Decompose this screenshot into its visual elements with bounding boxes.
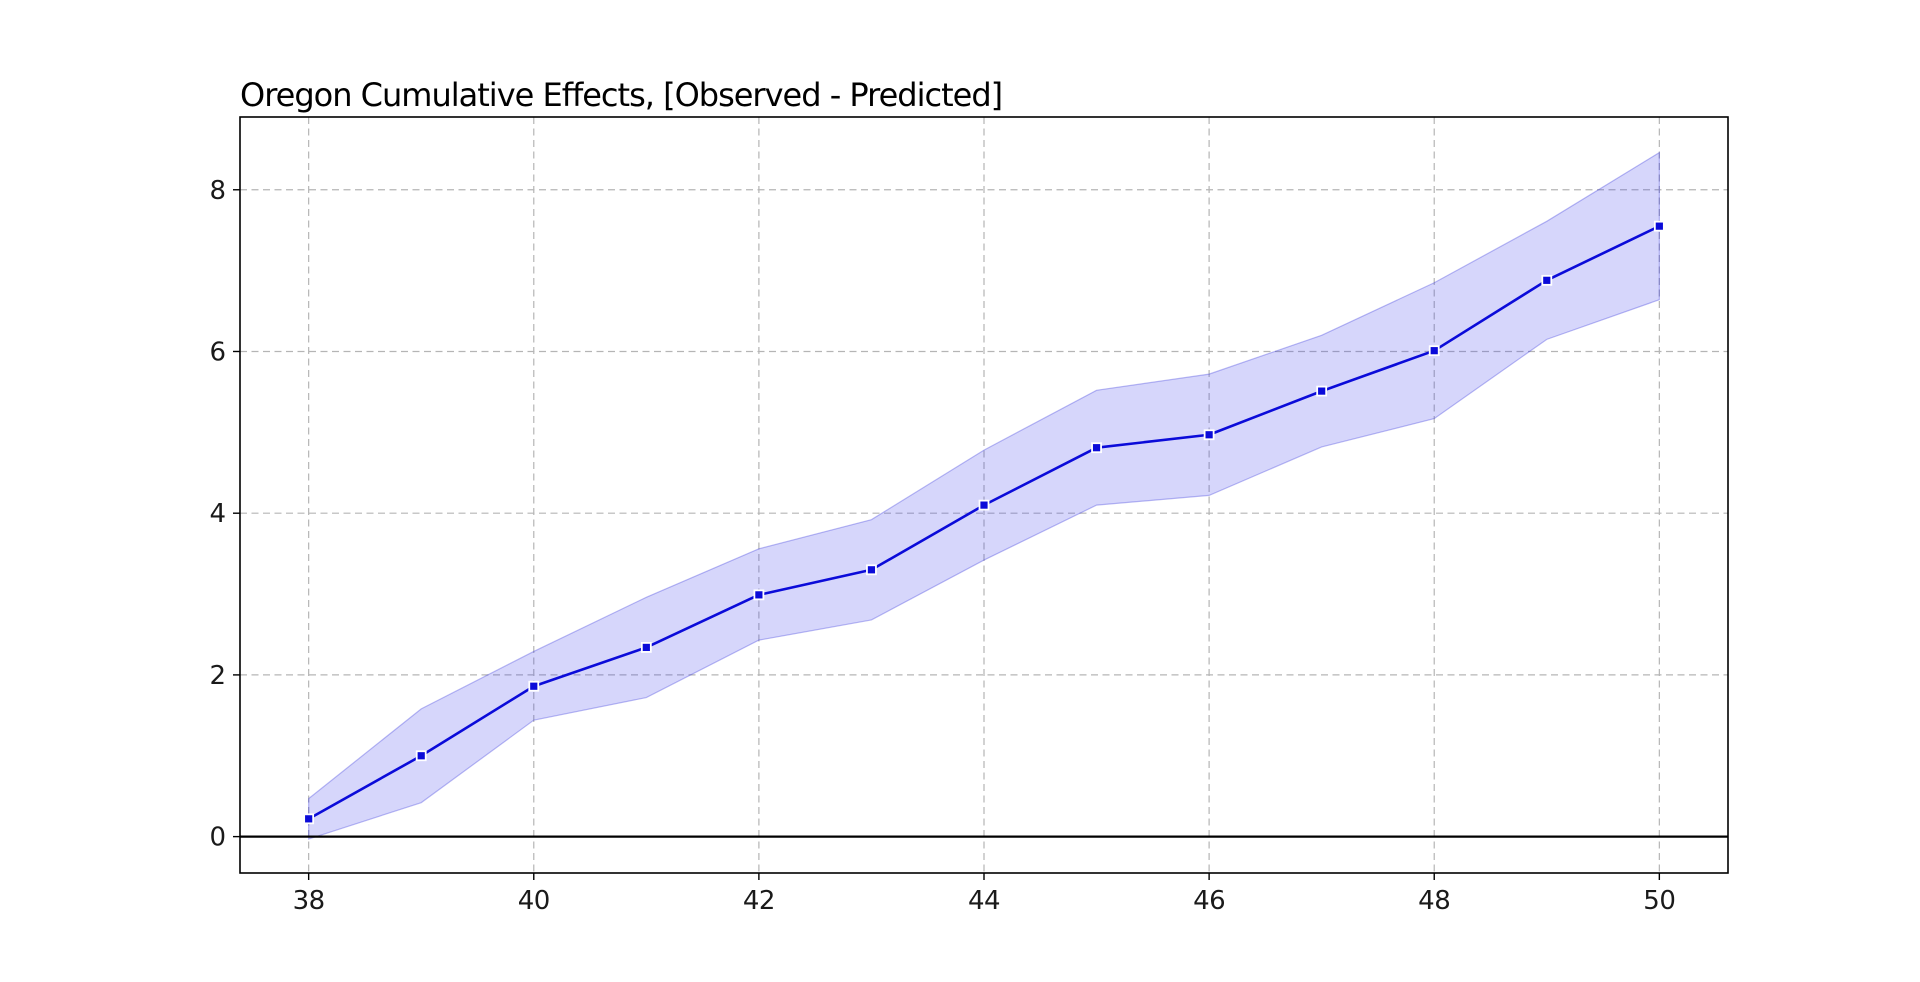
- x-tick-label: 38: [293, 886, 325, 916]
- y-tick-label: 4: [209, 499, 226, 529]
- chart-title: Oregon Cumulative Effects, [Observed - P…: [240, 76, 1003, 114]
- data-point-marker: [866, 564, 877, 576]
- x-tick-label: 44: [968, 886, 1000, 916]
- data-point-marker: [303, 813, 315, 825]
- x-tick-label: 48: [1418, 886, 1450, 916]
- data-point-marker: [1316, 385, 1328, 397]
- data-point-marker: [1428, 345, 1440, 357]
- data-point-marker: [978, 499, 990, 511]
- y-tick-label: 8: [209, 176, 226, 206]
- x-tick-label: 40: [518, 886, 550, 916]
- data-point-marker: [1203, 429, 1215, 441]
- data-point-marker: [415, 750, 427, 762]
- data-point-marker: [1653, 220, 1665, 232]
- data-point-marker: [1541, 274, 1553, 286]
- x-tick-label: 50: [1643, 886, 1675, 916]
- x-tick-label: 46: [1193, 886, 1225, 916]
- y-tick-label: 2: [209, 661, 226, 691]
- confidence-band: [308, 151, 1660, 840]
- y-tick-label: 6: [209, 337, 226, 367]
- x-tick-label: 42: [743, 886, 775, 916]
- y-tick-label: 0: [209, 823, 226, 853]
- data-point-marker: [640, 642, 652, 653]
- data-point-marker: [1091, 442, 1102, 454]
- data-point-marker: [528, 680, 540, 692]
- data-point-marker: [753, 589, 765, 601]
